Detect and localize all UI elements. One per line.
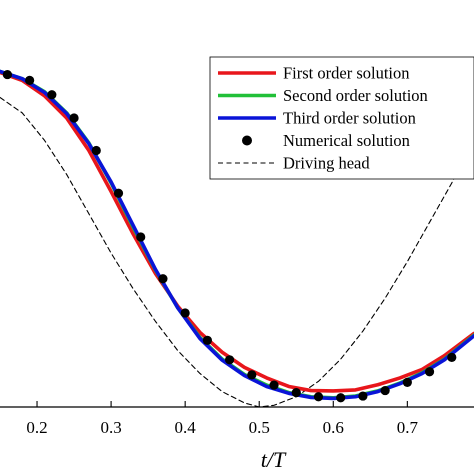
- legend-entry-numerical-solution: Numerical solution: [242, 131, 410, 150]
- data-point-numerical-solution: [402, 377, 412, 387]
- data-point-numerical-solution: [313, 392, 324, 402]
- marker-layer: [2, 69, 457, 403]
- legend-label: Driving head: [283, 154, 370, 173]
- legend-label: Second order solution: [283, 86, 428, 105]
- x-tick-label: 0.6: [323, 418, 344, 437]
- x-tick-label: 0.3: [100, 418, 121, 437]
- legend-entry-second-order-solution: Second order solution: [218, 86, 428, 105]
- data-point-numerical-solution: [69, 113, 79, 123]
- data-point-numerical-solution: [202, 335, 212, 345]
- data-point-numerical-solution: [136, 232, 146, 242]
- legend-entries: First order solution Second order solutio…: [218, 64, 428, 173]
- data-point-numerical-solution: [380, 385, 390, 396]
- x-axis-title: t/T: [261, 447, 287, 472]
- data-point-numerical-solution: [336, 393, 346, 403]
- x-tick-label: 0.5: [249, 418, 270, 437]
- series-line-driving-head: [0, 96, 474, 408]
- legend-entry-driving-head: Driving head: [218, 154, 370, 173]
- data-point-numerical-solution: [25, 75, 35, 85]
- data-point-numerical-solution: [47, 90, 57, 100]
- data-point-numerical-solution: [91, 145, 101, 156]
- data-point-numerical-solution: [269, 380, 279, 390]
- legend-label: First order solution: [283, 64, 410, 83]
- x-tick-label: 0.2: [26, 418, 47, 437]
- data-point-numerical-solution: [291, 388, 301, 398]
- data-point-numerical-solution: [2, 69, 13, 80]
- data-point-numerical-solution: [158, 274, 168, 284]
- data-point-numerical-solution: [424, 367, 435, 377]
- data-point-numerical-solution: [247, 370, 257, 380]
- legend-label: Third order solution: [283, 109, 416, 128]
- data-point-numerical-solution: [180, 308, 190, 318]
- series-line-third-order-solution: [0, 69, 474, 401]
- data-point-numerical-solution: [113, 188, 124, 198]
- x-tick-label: 0.4: [175, 418, 197, 437]
- x-tick-label: 0.7: [397, 418, 419, 437]
- legend-swatch: [242, 135, 252, 146]
- data-point-numerical-solution: [358, 391, 368, 401]
- legend-entry-first-order-solution: First order solution: [218, 64, 410, 83]
- legend: First order solution Second order solutio…: [209, 56, 474, 180]
- data-point-numerical-solution: [447, 352, 457, 363]
- data-point-numerical-solution: [224, 355, 235, 365]
- legend-label: Numerical solution: [283, 131, 410, 150]
- x-tick-layer: 0.2 0.3 0.4 0.5 0.6 0.7: [26, 401, 418, 437]
- plot-area: 0.2 0.3 0.4 0.5 0.6 0.7: [0, 69, 474, 437]
- legend-entry-third-order-solution: Third order solution: [218, 109, 416, 128]
